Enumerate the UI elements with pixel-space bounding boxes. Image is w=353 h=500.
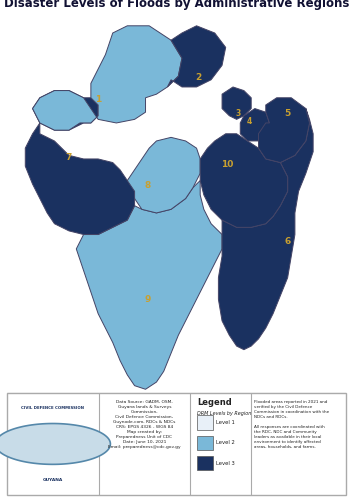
Text: Level 3: Level 3 [216, 461, 234, 466]
Polygon shape [200, 134, 288, 228]
FancyBboxPatch shape [197, 436, 213, 450]
Text: 7: 7 [66, 152, 72, 162]
Polygon shape [167, 26, 226, 87]
Polygon shape [240, 108, 269, 141]
Text: Level 2: Level 2 [216, 440, 235, 446]
FancyBboxPatch shape [7, 393, 346, 495]
Text: 5: 5 [285, 110, 291, 118]
Title: Disaster Levels of Floods by Administrative Regions: Disaster Levels of Floods by Administrat… [4, 0, 349, 10]
Text: 2: 2 [195, 74, 202, 82]
FancyBboxPatch shape [197, 416, 213, 430]
Polygon shape [222, 87, 251, 120]
Text: 1: 1 [95, 95, 101, 104]
Text: 3: 3 [236, 110, 241, 118]
Text: Flooded areas reported in 2021 and
verified by the Civil Defence
Commission in c: Flooded areas reported in 2021 and verif… [255, 400, 330, 450]
Text: 4: 4 [247, 116, 252, 126]
Polygon shape [127, 138, 200, 213]
Polygon shape [32, 26, 182, 130]
FancyBboxPatch shape [197, 456, 213, 470]
Polygon shape [25, 90, 134, 234]
Text: Level 1: Level 1 [216, 420, 235, 425]
Polygon shape [258, 98, 310, 162]
Polygon shape [0, 424, 110, 465]
Polygon shape [219, 108, 313, 350]
Text: 8: 8 [144, 182, 150, 190]
Text: GUYANA: GUYANA [43, 478, 63, 482]
Text: 6: 6 [285, 237, 291, 246]
Text: 10: 10 [221, 160, 234, 169]
Text: Data Source: GADM, OSM,
Guyana lands & Surveys
Commission,
Civil Defence Commiss: Data Source: GADM, OSM, Guyana lands & S… [108, 400, 181, 450]
Text: DRM Levels by Region: DRM Levels by Region [197, 412, 251, 416]
Text: 9: 9 [144, 295, 150, 304]
Text: Legend: Legend [197, 398, 232, 407]
Polygon shape [76, 180, 222, 390]
Text: CIVIL DEFENCE COMMISSION: CIVIL DEFENCE COMMISSION [21, 406, 84, 410]
